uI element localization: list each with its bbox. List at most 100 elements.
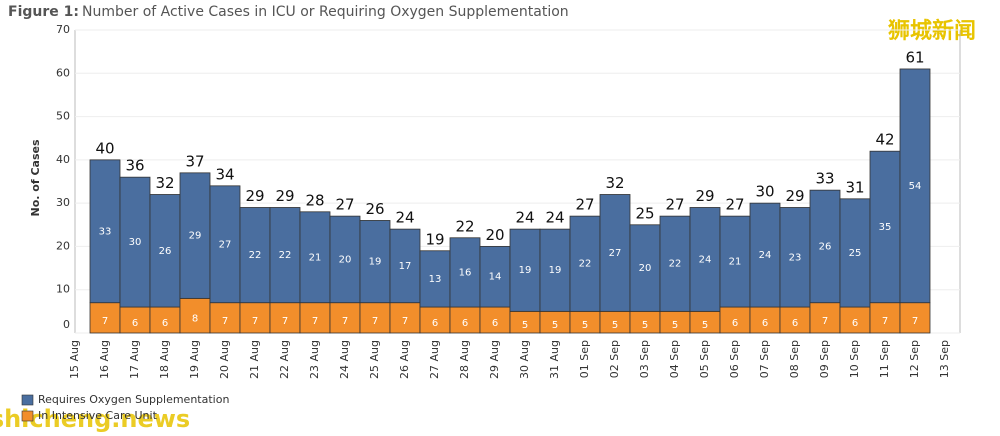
x-tick-label: 20 Aug	[218, 340, 231, 379]
segment-label: 5	[522, 320, 528, 331]
segment-label: 21	[309, 252, 322, 263]
segment-label: 5	[672, 320, 678, 331]
x-tick-label: 03 Sep	[638, 340, 651, 378]
total-label: 24	[545, 209, 564, 227]
bar-segment	[869, 150, 901, 304]
bar-segment	[179, 297, 211, 334]
x-tick-label: 12 Sep	[908, 340, 921, 378]
x-tick-label: 24 Aug	[338, 340, 351, 379]
bar-segment	[539, 228, 571, 312]
legend-swatch	[21, 410, 34, 422]
total-label: 25	[635, 204, 654, 222]
bar-segment	[749, 306, 781, 334]
x-tick-label: 18 Aug	[158, 340, 171, 379]
y-tick-label: 60	[56, 66, 70, 79]
x-tick-label: 16 Aug	[98, 340, 111, 379]
total-label: 27	[575, 196, 594, 214]
x-tick-label: 27 Aug	[428, 340, 441, 379]
x-tick-label: 11 Sep	[878, 340, 891, 378]
segment-label: 6	[432, 318, 438, 329]
bar-segment	[899, 68, 931, 304]
total-label: 20	[485, 226, 504, 244]
segment-label: 22	[579, 259, 592, 270]
legend-label: Requires Oxygen Supplementation	[38, 393, 229, 406]
total-label: 34	[215, 165, 234, 183]
segment-label: 20	[339, 254, 352, 265]
total-label: 24	[515, 209, 534, 227]
segment-label: 6	[162, 318, 168, 329]
total-label: 29	[785, 187, 804, 205]
segment-label: 54	[909, 181, 922, 192]
x-tick-label: 19 Aug	[188, 340, 201, 379]
segment-label: 35	[879, 222, 892, 233]
segment-label: 7	[252, 316, 258, 327]
x-tick-label: 21 Aug	[248, 340, 261, 379]
segment-label: 19	[519, 265, 532, 276]
bar-segment	[449, 306, 481, 334]
bar-segment	[899, 302, 931, 334]
segment-label: 8	[192, 314, 198, 325]
bar-segment	[329, 215, 361, 304]
segment-label: 33	[99, 226, 112, 237]
bar-segment	[479, 306, 511, 334]
bar-segment	[299, 302, 331, 334]
bar-segment	[299, 211, 331, 304]
segment-label: 16	[459, 267, 472, 278]
x-tick-label: 29 Aug	[488, 340, 501, 379]
bar-segment	[269, 302, 301, 334]
segment-label: 19	[369, 257, 382, 268]
segment-label: 22	[669, 259, 682, 270]
x-tick-label: 13 Sep	[938, 340, 951, 378]
segment-label: 5	[612, 320, 618, 331]
total-label: 26	[365, 200, 384, 218]
bar-segment	[419, 306, 451, 334]
total-label: 32	[155, 174, 174, 192]
segment-label: 7	[282, 316, 288, 327]
total-label: 37	[185, 152, 204, 170]
total-label: 32	[605, 174, 624, 192]
y-tick-label: 50	[56, 110, 70, 123]
segment-label: 26	[159, 246, 172, 257]
total-label: 30	[755, 183, 774, 201]
y-tick-label: 0	[63, 318, 70, 331]
y-tick-label: 10	[56, 283, 70, 296]
bar-segment	[239, 207, 271, 304]
x-tick-label: 07 Sep	[758, 340, 771, 378]
segment-label: 19	[549, 265, 562, 276]
total-label: 29	[695, 187, 714, 205]
total-label: 33	[815, 170, 834, 188]
segment-label: 6	[762, 318, 768, 329]
segment-label: 25	[849, 248, 862, 259]
segment-label: 7	[372, 316, 378, 327]
segment-label: 7	[912, 316, 918, 327]
x-tick-label: 28 Aug	[458, 340, 471, 379]
segment-label: 17	[399, 261, 412, 272]
total-label: 42	[875, 131, 894, 149]
watermark: 狮城新闻	[888, 18, 976, 44]
segment-label: 27	[219, 239, 232, 250]
x-tick-label: 09 Sep	[818, 340, 831, 378]
legend-swatch	[21, 394, 34, 406]
bar-segment	[599, 194, 631, 312]
segment-label: 6	[492, 318, 498, 329]
total-label: 28	[305, 191, 324, 209]
segment-label: 24	[759, 250, 772, 261]
total-label: 27	[725, 196, 744, 214]
x-tick-label: 15 Aug	[68, 340, 81, 379]
segment-label: 22	[279, 250, 292, 261]
segment-label: 7	[882, 316, 888, 327]
segment-label: 13	[429, 274, 442, 285]
x-tick-label: 08 Sep	[788, 340, 801, 378]
bar-segment	[209, 185, 241, 304]
total-label: 29	[245, 187, 264, 205]
segment-label: 6	[732, 318, 738, 329]
segment-label: 5	[552, 320, 558, 331]
segment-label: 7	[102, 316, 108, 327]
chart-title: Number of Active Cases in ICU or Requiri…	[82, 4, 569, 20]
total-label: 61	[905, 48, 924, 66]
x-tick-label: 05 Sep	[698, 340, 711, 378]
segment-label: 14	[489, 272, 502, 283]
bar-segment	[809, 302, 841, 334]
y-tick-label: 40	[56, 153, 70, 166]
